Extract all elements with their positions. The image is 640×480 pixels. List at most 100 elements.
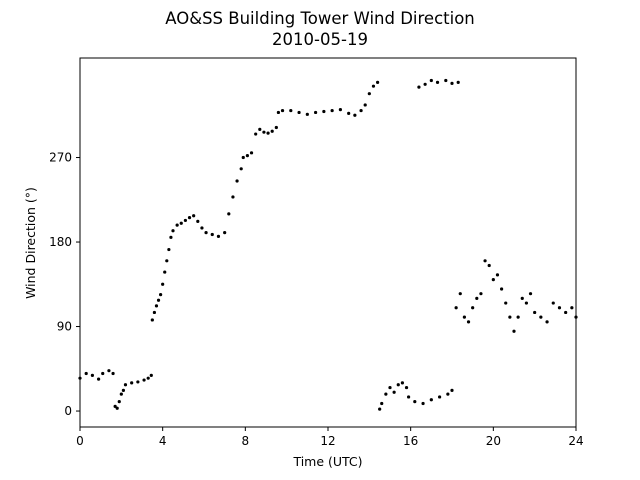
data-point (210, 232, 214, 237)
data-point (487, 263, 491, 268)
data-point (130, 381, 134, 385)
data-point (429, 78, 433, 83)
data-point (227, 212, 231, 216)
data-point (444, 78, 448, 83)
data-point (450, 81, 454, 85)
plot-area-frame (79, 57, 577, 428)
data-point (266, 131, 270, 135)
chart-subtitle: 2010-05-19 (272, 30, 368, 49)
data-point (297, 110, 301, 115)
x-tick-label: 0 (76, 434, 84, 448)
data-point (150, 318, 154, 322)
data-point (159, 293, 163, 297)
data-point (539, 315, 543, 319)
data-point (121, 388, 125, 392)
data-point (458, 292, 462, 296)
data-point (161, 282, 165, 286)
data-point (322, 109, 326, 114)
data-point (142, 378, 146, 382)
axis-ticks: 0 4 8 12 16 20 24 0 90 180 270 (49, 151, 584, 448)
data-point (404, 385, 409, 390)
data-point (392, 390, 396, 394)
data-point (407, 395, 411, 399)
data-point (241, 155, 245, 160)
data-point (149, 373, 153, 377)
data-point (192, 214, 196, 218)
data-point (90, 373, 94, 377)
data-point (305, 112, 309, 116)
data-point (314, 110, 318, 115)
x-tick-label: 20 (486, 434, 501, 448)
data-point (363, 103, 367, 107)
data-point (117, 400, 121, 404)
data-point (274, 125, 278, 130)
data-point (123, 383, 128, 387)
data-point (169, 235, 173, 239)
data-point (270, 129, 274, 133)
data-point (388, 385, 392, 390)
data-point (280, 108, 285, 113)
data-point (446, 392, 450, 396)
data-point (466, 320, 471, 324)
chart-title: AO&SS Building Tower Wind Direction (165, 9, 475, 28)
data-points (78, 78, 578, 411)
data-point (570, 306, 574, 310)
data-point (196, 219, 200, 223)
data-point (421, 401, 425, 406)
data-point (136, 380, 140, 384)
data-point (380, 401, 384, 406)
data-point (495, 273, 500, 277)
data-point (353, 113, 357, 117)
x-tick-label: 4 (159, 434, 167, 448)
data-point (483, 259, 487, 263)
data-point (520, 296, 524, 300)
data-point (462, 315, 466, 319)
data-point (413, 400, 417, 404)
data-point (231, 195, 235, 199)
data-point (289, 108, 293, 113)
data-point (557, 306, 562, 310)
y-tick-label: 180 (49, 235, 72, 249)
data-point (119, 392, 123, 396)
data-point (152, 310, 156, 315)
data-point (249, 151, 254, 155)
data-point (435, 80, 440, 85)
data-point (551, 301, 555, 305)
data-point (528, 292, 533, 296)
data-point (245, 154, 249, 158)
data-point (156, 298, 161, 302)
data-point (115, 406, 119, 410)
data-point (423, 82, 427, 86)
data-point (524, 301, 529, 305)
x-axis-label: Time (UTC) (292, 454, 362, 469)
data-point (429, 398, 433, 402)
data-point (508, 315, 512, 319)
data-point (216, 234, 221, 238)
y-tick-label: 0 (64, 404, 72, 418)
data-point (101, 371, 105, 376)
data-point (384, 392, 388, 396)
data-point (154, 304, 159, 308)
data-point (512, 329, 516, 333)
data-point (564, 310, 568, 315)
data-point (479, 292, 483, 296)
data-point (200, 226, 204, 230)
data-point (113, 404, 117, 408)
data-point (454, 306, 458, 310)
data-point (376, 80, 380, 85)
data-point (111, 371, 115, 376)
data-point (330, 108, 334, 113)
x-tick-label: 12 (320, 434, 335, 448)
data-point (163, 270, 167, 274)
data-point (500, 287, 504, 291)
data-point (378, 407, 382, 411)
data-point (171, 229, 175, 233)
data-point (475, 296, 479, 300)
data-point (471, 306, 475, 310)
data-point (97, 377, 101, 381)
data-point (396, 383, 400, 387)
data-point (456, 80, 460, 85)
data-point (338, 108, 342, 112)
data-point (533, 310, 537, 315)
data-point (545, 320, 549, 324)
